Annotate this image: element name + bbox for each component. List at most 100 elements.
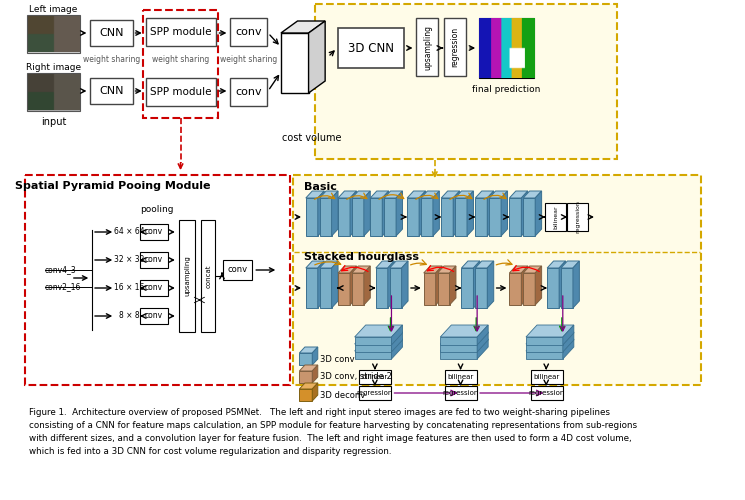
Bar — [140, 308, 168, 324]
Text: regression: regression — [451, 27, 460, 67]
Polygon shape — [523, 191, 542, 198]
Text: weight sharing: weight sharing — [152, 56, 209, 64]
Text: regression: regression — [357, 390, 393, 396]
Polygon shape — [433, 191, 440, 236]
Polygon shape — [474, 261, 480, 308]
Polygon shape — [453, 191, 460, 236]
Polygon shape — [501, 191, 507, 236]
Text: bilinear: bilinear — [362, 374, 388, 380]
Polygon shape — [350, 266, 356, 305]
Bar — [140, 224, 168, 240]
Text: input: input — [41, 117, 66, 127]
Polygon shape — [561, 268, 573, 308]
Polygon shape — [526, 339, 574, 351]
Polygon shape — [318, 261, 324, 308]
Text: regression: regression — [443, 390, 479, 396]
Polygon shape — [281, 33, 308, 93]
Polygon shape — [489, 191, 507, 198]
Polygon shape — [419, 191, 425, 236]
Bar — [27, 15, 80, 53]
Text: bilinear: bilinear — [533, 374, 559, 380]
Polygon shape — [436, 266, 442, 305]
Polygon shape — [352, 266, 370, 273]
Polygon shape — [437, 273, 449, 305]
Polygon shape — [573, 261, 580, 308]
Text: Basic: Basic — [304, 182, 337, 192]
Polygon shape — [526, 344, 562, 352]
Text: Left image: Left image — [29, 6, 77, 15]
Polygon shape — [510, 191, 527, 198]
Text: consisting of a CNN for feature maps calculation, an SPP module for feature harv: consisting of a CNN for feature maps cal… — [30, 421, 638, 430]
Bar — [223, 260, 253, 280]
Polygon shape — [332, 191, 338, 236]
Polygon shape — [475, 261, 494, 268]
Bar — [230, 78, 267, 106]
Polygon shape — [320, 191, 338, 198]
Polygon shape — [440, 344, 477, 352]
Polygon shape — [308, 21, 325, 93]
Polygon shape — [477, 332, 488, 352]
Polygon shape — [370, 198, 382, 236]
Polygon shape — [562, 325, 574, 345]
Text: SPP module: SPP module — [150, 27, 212, 37]
Bar — [359, 386, 391, 400]
Polygon shape — [312, 365, 318, 383]
Bar — [416, 18, 439, 76]
Text: regression: regression — [528, 390, 565, 396]
Polygon shape — [305, 191, 324, 198]
Polygon shape — [523, 198, 535, 236]
Bar — [140, 280, 168, 296]
Polygon shape — [440, 337, 477, 345]
Text: weight sharing: weight sharing — [83, 56, 140, 64]
Polygon shape — [332, 261, 338, 308]
Text: conv2_16: conv2_16 — [45, 282, 81, 292]
Polygon shape — [455, 191, 474, 198]
Bar — [230, 18, 267, 46]
Polygon shape — [440, 325, 488, 337]
Polygon shape — [440, 339, 488, 351]
Polygon shape — [455, 198, 467, 236]
Text: CNN: CNN — [99, 86, 124, 96]
Polygon shape — [559, 261, 565, 308]
Polygon shape — [441, 191, 460, 198]
Bar — [293, 175, 701, 385]
Polygon shape — [396, 191, 402, 236]
Polygon shape — [421, 191, 440, 198]
Polygon shape — [526, 332, 574, 344]
Text: conv4_3: conv4_3 — [45, 266, 77, 274]
Polygon shape — [391, 325, 402, 345]
Bar — [179, 220, 195, 332]
Polygon shape — [475, 268, 487, 308]
Polygon shape — [510, 266, 527, 273]
Polygon shape — [510, 273, 522, 305]
Polygon shape — [477, 339, 488, 359]
Polygon shape — [390, 268, 402, 308]
Polygon shape — [384, 191, 402, 198]
Bar — [568, 203, 588, 231]
Polygon shape — [299, 347, 318, 353]
Bar — [90, 78, 133, 104]
Polygon shape — [467, 191, 474, 236]
Polygon shape — [477, 325, 488, 345]
Bar — [530, 370, 562, 384]
Bar — [479, 18, 534, 78]
Text: 64 × 64: 64 × 64 — [114, 228, 145, 236]
Text: conv: conv — [235, 27, 262, 37]
Polygon shape — [391, 339, 402, 359]
Text: concat: concat — [205, 264, 211, 288]
Polygon shape — [338, 266, 356, 273]
Polygon shape — [407, 198, 419, 236]
Text: upsampling: upsampling — [423, 24, 432, 70]
Polygon shape — [523, 273, 535, 305]
Polygon shape — [487, 261, 494, 308]
Text: conv: conv — [145, 256, 163, 264]
Text: SPP module: SPP module — [150, 87, 212, 97]
Polygon shape — [364, 266, 370, 305]
Polygon shape — [320, 261, 338, 268]
Polygon shape — [305, 268, 318, 308]
Bar — [445, 370, 477, 384]
Bar — [444, 18, 466, 76]
Polygon shape — [299, 365, 318, 371]
Bar — [140, 252, 168, 268]
Text: Right image: Right image — [26, 64, 81, 72]
